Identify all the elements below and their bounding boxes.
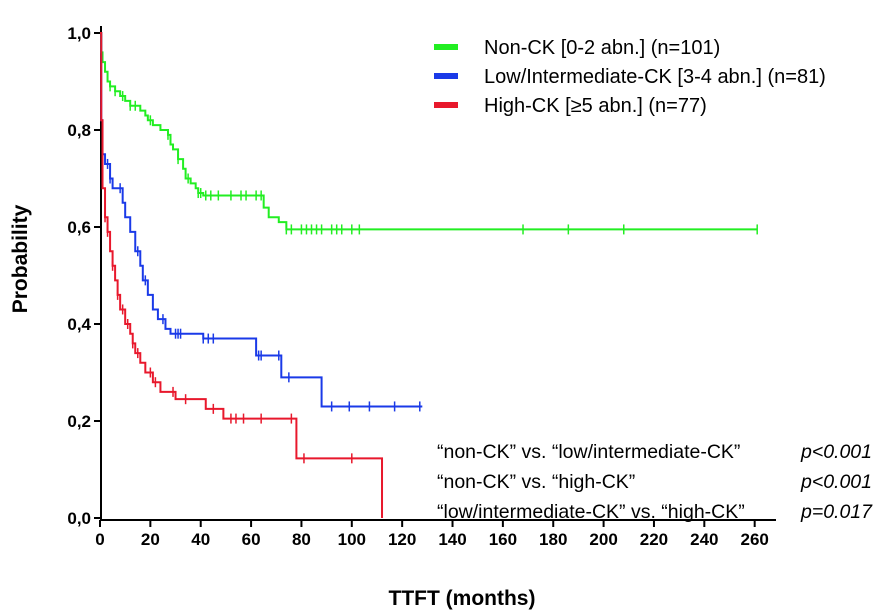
x-tick-label: 0 xyxy=(95,530,104,549)
series-2 xyxy=(100,32,384,518)
p-value: p<0.001 xyxy=(800,441,872,463)
survival-curves xyxy=(100,32,758,518)
x-tick-label: 80 xyxy=(292,530,311,549)
comparison-label: “non-CK” vs. “low/intermediate-CK” xyxy=(437,441,740,463)
ticks: 0,0 0,2 0,4 0,6 0,8 1,0 0 20 40 60 80 100 120 140 160 1… xyxy=(67,24,769,549)
y-tick-label: 0,4 xyxy=(67,315,91,334)
comparison-label: “low/intermediate-CK” vs. “high-CK” xyxy=(437,501,745,523)
x-tick-label: 180 xyxy=(539,530,567,549)
y-axis-title: Probability xyxy=(9,204,32,313)
y-tick-label: 0,6 xyxy=(67,218,91,237)
x-tick-label: 240 xyxy=(690,530,718,549)
legend: Non-CK [0-2 abn.] (n=101) Low/Intermediat… xyxy=(434,37,826,117)
survival-curve xyxy=(100,32,423,408)
survival-curve xyxy=(100,32,384,518)
x-tick-label: 200 xyxy=(589,530,617,549)
series-0 xyxy=(100,32,758,235)
y-tick-label: 1,0 xyxy=(67,24,91,43)
x-tick-label: 220 xyxy=(640,530,668,549)
series-1 xyxy=(100,32,423,412)
p-value-annotations: “non-CK” vs. “low/intermediate-CK” p<0.00… xyxy=(437,441,873,523)
x-tick-label: 100 xyxy=(338,530,366,549)
comparison-label: “non-CK” vs. “high-CK” xyxy=(437,471,635,493)
legend-label: Non-CK [0-2 abn.] (n=101) xyxy=(484,37,720,59)
legend-label: High-CK [≥5 abn.] (n=77) xyxy=(484,95,707,117)
x-tick-label: 140 xyxy=(438,530,466,549)
x-axis-title: TTFT (months) xyxy=(389,587,536,610)
y-tick-label: 0,2 xyxy=(67,412,91,431)
p-value: p<0.001 xyxy=(800,471,872,493)
y-tick-label: 0,0 xyxy=(67,509,91,528)
x-tick-label: 40 xyxy=(191,530,210,549)
legend-label: Low/Intermediate-CK [3-4 abn.] (n=81) xyxy=(484,66,826,88)
x-tick-label: 60 xyxy=(242,530,261,549)
survival-curve xyxy=(100,32,758,231)
y-tick-label: 0,8 xyxy=(67,121,91,140)
x-tick-label: 120 xyxy=(388,530,416,549)
p-value: p=0.017 xyxy=(800,501,873,523)
x-tick-label: 260 xyxy=(740,530,768,549)
x-tick-label: 160 xyxy=(489,530,517,549)
x-tick-label: 20 xyxy=(141,530,160,549)
